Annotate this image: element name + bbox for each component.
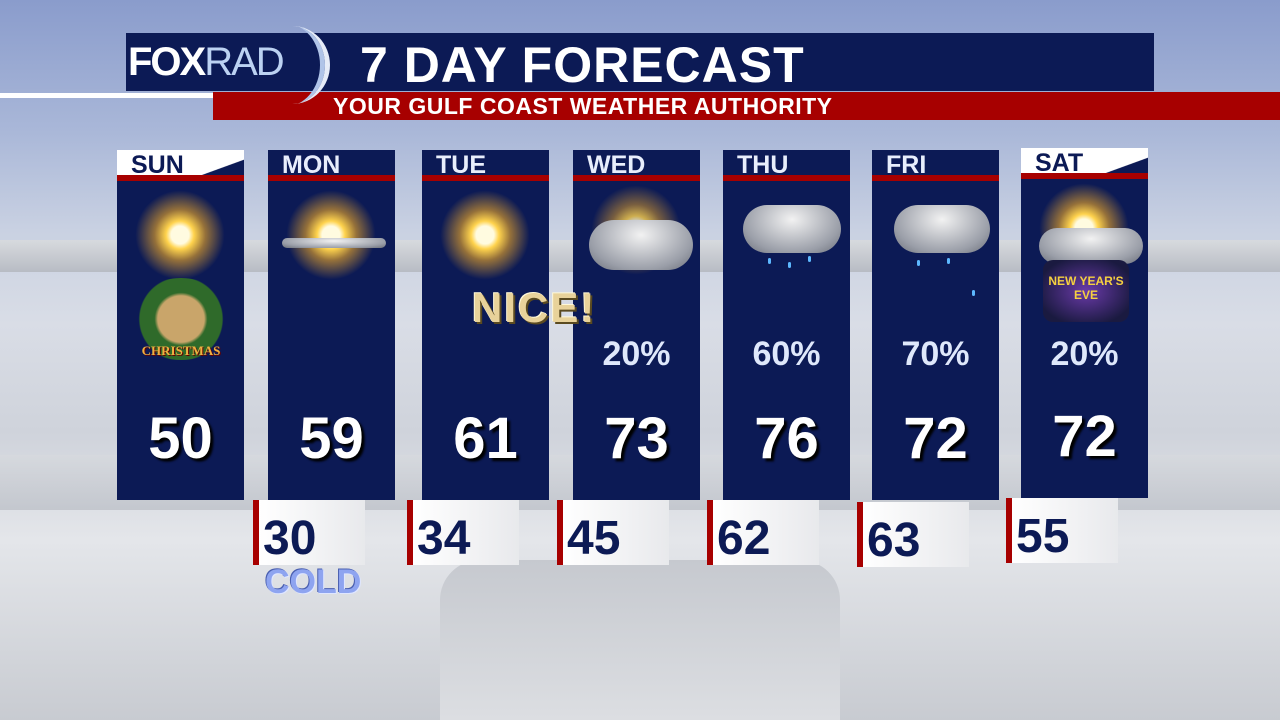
day-label: FRI <box>872 150 999 181</box>
sunny-icon <box>440 190 530 280</box>
rain-drop <box>788 262 791 268</box>
showers-icon <box>743 205 841 253</box>
cloud-streak <box>282 238 386 248</box>
day-column-tue: TUE 61 <box>422 150 549 500</box>
cloudy-icon <box>589 220 693 270</box>
day-column-mon: MON 59 <box>268 150 395 500</box>
page-title: 7 DAY FORECAST <box>360 37 805 93</box>
day-label: THU <box>723 150 850 181</box>
day-label: SAT <box>1021 148 1148 179</box>
day-column-sat: SAT NEW YEAR'S EVE 20% 72 <box>1021 148 1148 498</box>
day-column-wed: WED 20% 73 <box>573 150 700 500</box>
day-label: MON <box>268 150 395 181</box>
cold-callout: COLD <box>265 563 362 601</box>
radar-rings-icon <box>255 26 330 104</box>
rain-drop <box>808 256 811 262</box>
high-temp: 50 <box>148 406 213 471</box>
day-label: SUN <box>117 150 244 181</box>
rain-drop <box>972 290 975 296</box>
new-years-eve-badge: NEW YEAR'S EVE <box>1043 260 1129 322</box>
precip-chance: 70% <box>901 335 970 373</box>
low-temp-tue: 34 <box>407 500 519 565</box>
rain-drop <box>947 258 950 264</box>
christmas-wreath-icon <box>129 278 233 360</box>
high-temp: 61 <box>453 406 518 471</box>
high-temp: 76 <box>754 406 819 471</box>
day-label: WED <box>573 150 700 181</box>
precip-chance: 60% <box>752 335 821 373</box>
high-temp: 73 <box>604 406 669 471</box>
christmas-badge: CHRISTMAS <box>141 343 221 358</box>
low-temp-mon: 30 <box>253 500 365 565</box>
low-temp-wed: 45 <box>557 500 669 565</box>
partly-cloudy-icon <box>1039 228 1143 264</box>
precip-chance: 20% <box>1050 335 1119 373</box>
high-temp: 59 <box>299 406 364 471</box>
foxrad-logo: FOXRAD <box>128 40 285 84</box>
showers-icon <box>894 205 990 253</box>
sunny-icon <box>135 190 225 280</box>
high-temp: 72 <box>1052 404 1117 469</box>
low-temp-thu: 62 <box>707 500 819 565</box>
mostly-sunny-icon <box>286 190 376 280</box>
subtitle: YOUR GULF COAST WEATHER AUTHORITY <box>213 92 1280 120</box>
divider <box>0 93 213 98</box>
precip-chance: 20% <box>602 335 671 373</box>
background-floor <box>440 560 840 720</box>
day-column-sun: SUN CHRISTMAS 50 <box>117 150 244 500</box>
day-column-fri: FRI 70% 72 <box>872 150 999 500</box>
day-label: TUE <box>422 150 549 181</box>
nice-callout: NICE! <box>472 284 597 331</box>
rain-drop <box>917 260 920 266</box>
day-column-thu: THU 60% 76 <box>723 150 850 500</box>
rain-drop <box>768 258 771 264</box>
low-temp-sat: 55 <box>1006 498 1118 563</box>
low-temp-fri: 63 <box>857 502 969 567</box>
high-temp: 72 <box>903 406 968 471</box>
